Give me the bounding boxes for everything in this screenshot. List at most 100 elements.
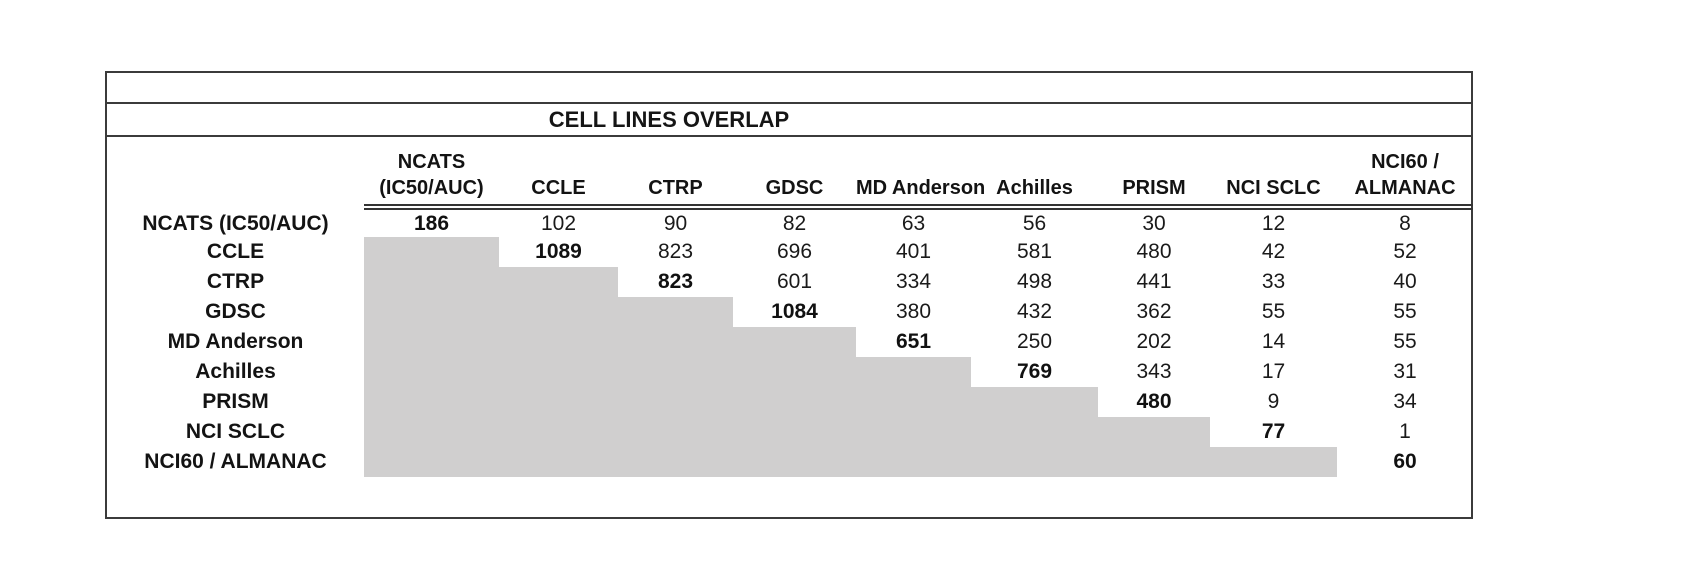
matrix-cell-shaded	[618, 387, 733, 417]
matrix-cell-shaded	[364, 327, 499, 357]
matrix-cell: 56	[1022, 211, 1047, 235]
table-row-prism: PRISM 480 9 34	[107, 387, 1473, 417]
row-label-ctrp: CTRP	[206, 270, 265, 293]
row-label-prism: PRISM	[202, 390, 269, 413]
matrix-cell-shaded	[499, 417, 618, 447]
matrix-cell: 40	[1393, 270, 1417, 293]
matrix-cell: 33	[1261, 270, 1286, 293]
table-row-md-anderson: MD Anderson 651 250 202 14 55	[107, 327, 1473, 357]
matrix-cell-shaded	[856, 417, 971, 447]
empty-top-row	[107, 73, 1471, 104]
matrix-cell-shaded	[971, 417, 1098, 447]
matrix-cell: 30	[1142, 211, 1166, 235]
matrix-cell: 401	[895, 240, 932, 263]
matrix-cell-shaded	[618, 327, 733, 357]
matrix-cell: 186	[413, 211, 450, 235]
row-label-achilles: Achilles	[195, 360, 276, 383]
matrix-cell: 55	[1393, 300, 1417, 323]
matrix-cell-shaded	[499, 297, 618, 327]
matrix-cell: 42	[1261, 240, 1286, 263]
matrix-cell-shaded	[618, 357, 733, 387]
matrix-cell: 696	[776, 240, 813, 263]
matrix-cell-shaded	[364, 357, 499, 387]
row-label-ccle: CCLE	[206, 240, 265, 263]
matrix-cell-shaded	[364, 387, 499, 417]
column-header-ccle: CCLE	[499, 137, 618, 210]
matrix-cell: 102	[540, 211, 577, 235]
matrix-cell: 9	[1267, 390, 1280, 413]
matrix-cell-shaded	[733, 387, 856, 417]
matrix-cell-shaded	[364, 237, 499, 267]
matrix-cell: 651	[895, 330, 932, 353]
table-row-achilles: Achilles 769 343 17 31	[107, 357, 1473, 387]
column-header-gdsc: GDSC	[733, 137, 856, 210]
row-label-md-anderson: MD Anderson	[167, 330, 304, 353]
matrix-cell-shaded	[364, 297, 499, 327]
column-header-ncats-ic50-auc: NCATS (IC50/AUC)	[364, 137, 499, 210]
matrix-cell-shaded	[364, 447, 499, 477]
table-row-nci60-almanac: NCI60 / ALMANAC 60	[107, 447, 1473, 477]
matrix-cell: 63	[901, 211, 926, 235]
matrix-cell: 441	[1136, 270, 1172, 293]
matrix-cell: 769	[1016, 360, 1053, 383]
matrix-cell: 17	[1261, 360, 1286, 383]
table-row-nci-sclc: NCI SCLC 77 1	[107, 417, 1473, 447]
matrix-cell: 55	[1393, 330, 1417, 353]
column-header-row: NCATS (IC50/AUC) CCLE CTRP GDSC MD Anderson A…	[107, 137, 1473, 210]
matrix-cell: 362	[1136, 300, 1172, 323]
matrix-cell: 90	[663, 211, 688, 235]
table-row-ncats-ic50-auc: NCATS (IC50/AUC) 186 102 90 82 63 56 30 12 8	[107, 207, 1473, 237]
matrix-cell: 202	[1136, 330, 1172, 353]
matrix-cell: 52	[1393, 240, 1417, 263]
matrix-cell-shaded	[856, 357, 971, 387]
matrix-cell: 380	[895, 300, 932, 323]
matrix-cell: 60	[1393, 450, 1417, 473]
matrix-cell: 1084	[771, 300, 818, 323]
matrix-cell: 8	[1399, 211, 1411, 235]
matrix-cell: 581	[1016, 240, 1053, 263]
column-header-prism: PRISM	[1098, 137, 1210, 210]
matrix-cell-shaded	[971, 387, 1098, 417]
matrix-cell: 77	[1261, 420, 1286, 443]
matrix-cell-shaded	[499, 387, 618, 417]
matrix-cell-shaded	[364, 267, 499, 297]
cell-lines-overlap-panel: CELL LINES OVERLAP NCATS (IC50/AUC) CCLE C…	[105, 71, 1473, 519]
matrix-cell: 34	[1393, 390, 1417, 413]
matrix-cell-shaded	[1098, 417, 1210, 447]
matrix-cell-shaded	[733, 417, 856, 447]
row-label-nci-sclc: NCI SCLC	[185, 420, 286, 443]
matrix-cell-shaded	[499, 267, 618, 297]
table-row-gdsc: GDSC 1084 380 432 362 55 55	[107, 297, 1473, 327]
matrix-cell-shaded	[499, 327, 618, 357]
matrix-cell: 480	[1136, 390, 1172, 413]
matrix-cell: 343	[1136, 360, 1172, 383]
matrix-cell: 250	[1016, 330, 1053, 353]
matrix-cell: 823	[657, 270, 694, 293]
matrix-cell-shaded	[1098, 447, 1210, 477]
column-header-nci60-almanac: NCI60 / ALMANAC	[1337, 137, 1473, 210]
matrix-cell: 823	[657, 240, 694, 263]
matrix-cell: 31	[1393, 360, 1417, 383]
row-label-header-spacer	[107, 137, 364, 207]
matrix-cell-shaded	[364, 417, 499, 447]
matrix-cell: 601	[776, 270, 813, 293]
matrix-cell-shaded	[733, 327, 856, 357]
matrix-cell: 82	[782, 211, 807, 235]
matrix-cell-shaded	[1210, 447, 1337, 477]
cell-lines-overlap-table: NCATS (IC50/AUC) CCLE CTRP GDSC MD Anderson A…	[107, 137, 1473, 477]
column-header-achilles: Achilles	[971, 137, 1098, 210]
matrix-cell-shaded	[856, 447, 971, 477]
matrix-cell-shaded	[733, 447, 856, 477]
matrix-cell-shaded	[499, 357, 618, 387]
matrix-cell-shaded	[618, 417, 733, 447]
matrix-cell: 1	[1399, 420, 1411, 443]
column-header-md-anderson: MD Anderson	[856, 137, 985, 210]
matrix-cell: 334	[895, 270, 932, 293]
table-row-ctrp: CTRP 823 601 334 498 441 33 40	[107, 267, 1473, 297]
row-label-nci60-almanac: NCI60 / ALMANAC	[144, 450, 327, 473]
column-header-ctrp: CTRP	[618, 137, 733, 210]
matrix-cell: 55	[1261, 300, 1286, 323]
table-title: CELL LINES OVERLAP	[548, 106, 790, 132]
matrix-cell: 480	[1136, 240, 1172, 263]
